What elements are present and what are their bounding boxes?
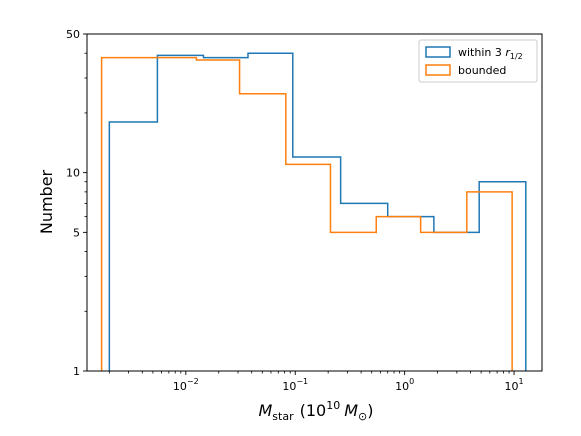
plot-frame [86,33,543,372]
legend: within 3 r1/2 bounded [418,39,538,83]
x-tick-label: 10−2 [173,377,199,393]
x-tick-label: 100 [395,377,414,393]
legend-box [418,39,538,83]
y-tick-label: 5 [73,226,80,239]
y-axis-label: Number [37,169,56,234]
legend-label-within: within 3 r1/2 [458,46,523,61]
x-tick-label: 101 [505,377,524,393]
legend-swatch-bounded [425,64,451,76]
legend-swatch-within [425,46,451,58]
x-axis-label: Mstar (1010 M⊙) [258,399,373,423]
legend-label-bounded: bounded [458,64,506,77]
histogram-series-1 [100,56,513,371]
y-tick-label: 10 [66,167,80,180]
y-tick-label: 1 [73,365,80,378]
histogram-series-0 [108,52,527,371]
y-axis-ticks: 1 5 10 50 [66,28,87,378]
x-axis-ticks: 10−2 10−1 100 101 [108,371,524,393]
histogram-marks [100,52,527,371]
x-tick-label: 10−1 [282,377,308,393]
y-tick-label: 50 [66,28,80,41]
